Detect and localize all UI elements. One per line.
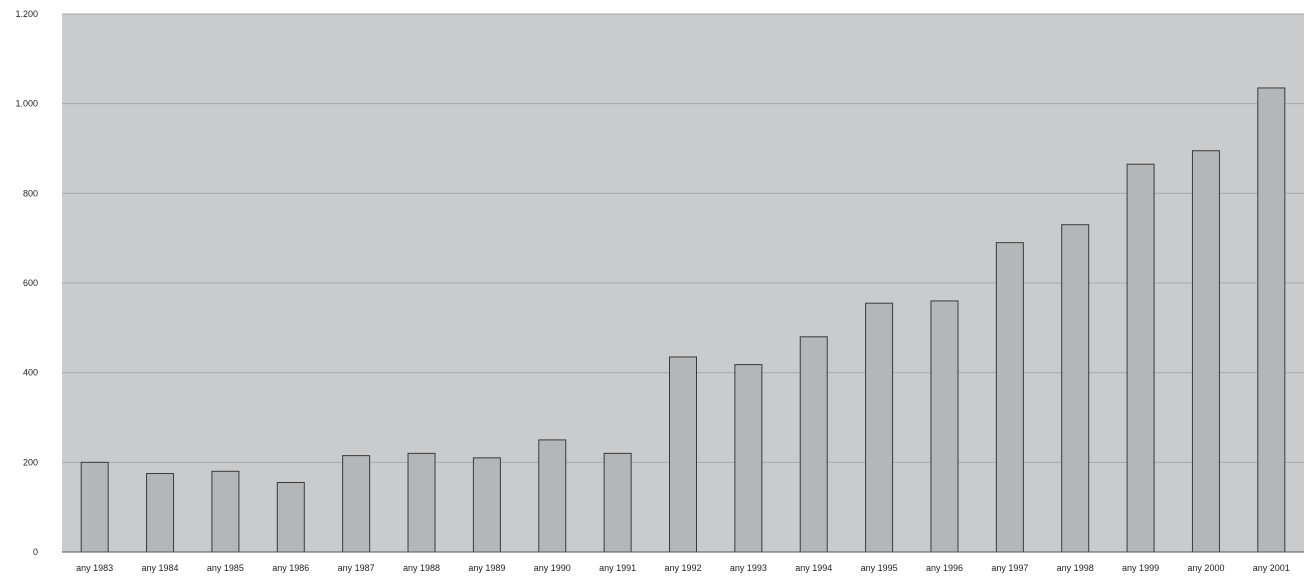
x-tick-label: any 1996 xyxy=(926,563,963,573)
x-tick-label: any 1990 xyxy=(534,563,571,573)
y-tick-label: 1.000 xyxy=(15,99,38,109)
x-tick-label: any 2000 xyxy=(1187,563,1224,573)
bar xyxy=(1257,87,1286,553)
bar xyxy=(865,302,894,553)
bar xyxy=(930,300,959,553)
x-tick-label: any 1985 xyxy=(207,563,244,573)
y-tick-label: 0 xyxy=(33,547,38,557)
x-tick-label: any 1988 xyxy=(403,563,440,573)
x-tick-label: any 1991 xyxy=(599,563,636,573)
bar xyxy=(995,242,1024,553)
bars xyxy=(80,87,1286,553)
x-tick-label: any 1986 xyxy=(272,563,309,573)
bar xyxy=(1191,150,1220,553)
y-tick-label: 800 xyxy=(23,188,38,198)
bar xyxy=(1126,163,1155,553)
y-tick-label: 1.200 xyxy=(15,9,38,19)
bar xyxy=(211,470,240,553)
x-tick-label: any 2001 xyxy=(1253,563,1290,573)
bar xyxy=(734,364,763,553)
bar xyxy=(407,452,436,553)
bar xyxy=(1061,224,1090,553)
y-axis-ticks: 0 200 400 600 800 1.000 1.200 xyxy=(15,9,38,557)
x-tick-label: any 1999 xyxy=(1122,563,1159,573)
x-tick-label: any 1992 xyxy=(664,563,701,573)
x-tick-label: any 1997 xyxy=(991,563,1028,573)
y-tick-label: 600 xyxy=(23,278,38,288)
x-axis-ticks: any 1983 any 1984 any 1985 any 1986 any 1987… xyxy=(76,563,1290,573)
x-tick-label: any 1994 xyxy=(795,563,832,573)
bar xyxy=(669,356,697,553)
x-tick-label: any 1993 xyxy=(730,563,767,573)
y-tick-label: 200 xyxy=(23,457,38,467)
x-tick-label: any 1989 xyxy=(468,563,505,573)
bar xyxy=(538,439,567,553)
x-tick-label: any 1987 xyxy=(338,563,375,573)
bar xyxy=(472,457,501,553)
y-tick-label: 400 xyxy=(23,368,38,378)
bar xyxy=(146,473,175,553)
bar xyxy=(276,482,305,553)
x-tick-label: any 1983 xyxy=(76,563,113,573)
x-tick-label: any 1995 xyxy=(861,563,898,573)
bar xyxy=(80,461,109,553)
bar xyxy=(603,452,632,553)
bar xyxy=(799,336,828,553)
x-tick-label: any 1998 xyxy=(1057,563,1094,573)
x-tick-label: any 1984 xyxy=(142,563,179,573)
bar xyxy=(342,455,371,553)
